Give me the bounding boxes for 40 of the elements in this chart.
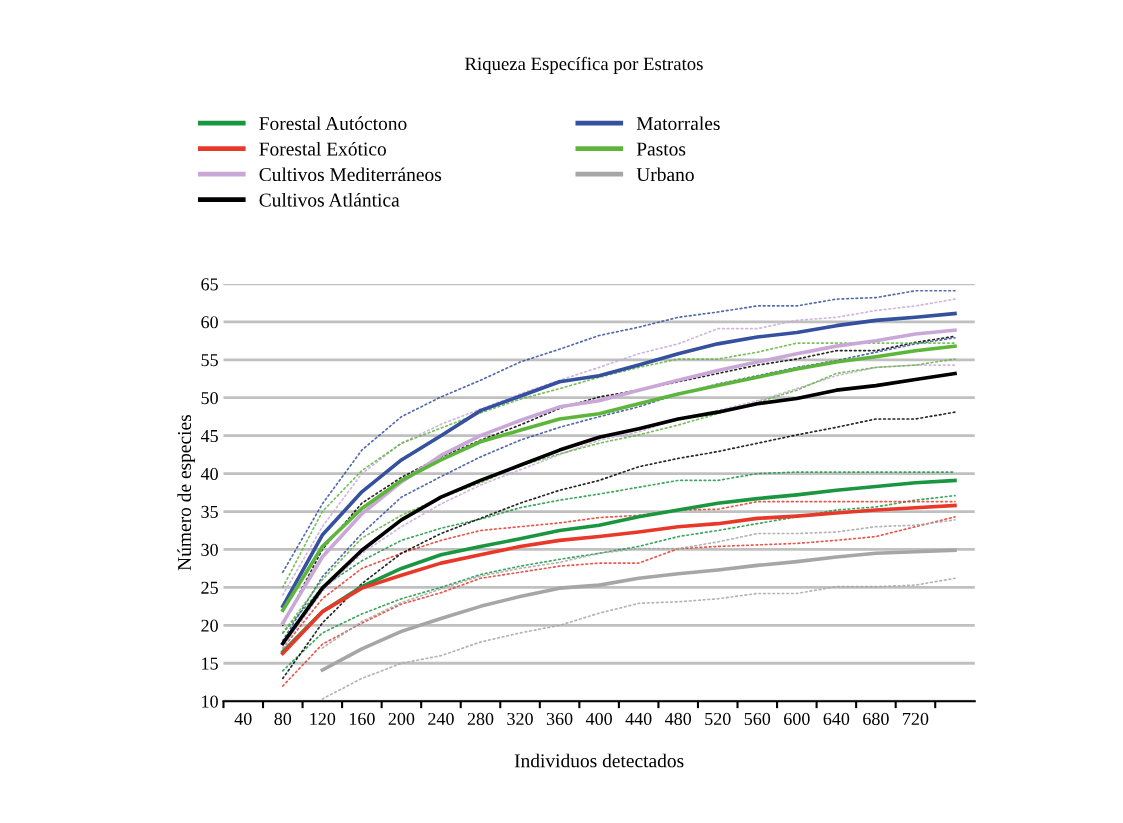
x-tick-label: 160 [349, 712, 375, 726]
x-tick-label: 720 [903, 712, 929, 726]
x-tick-label: 480 [665, 712, 692, 726]
x-axis-title: Individuos detectados [514, 753, 684, 768]
legend-label: Cultivos Atlántica [259, 192, 400, 207]
y-tick-label: 30 [201, 543, 218, 556]
x-tick-label: 280 [467, 712, 494, 726]
x-tick-label: 240 [428, 712, 454, 726]
y-tick-label: 60 [201, 316, 218, 329]
y-tick-label: 65 [201, 278, 218, 291]
chart-title: Riqueza Específica por Estratos [465, 56, 703, 74]
x-tick-label: 440 [625, 712, 652, 726]
x-tick-label: 560 [744, 712, 771, 726]
x-tick-label: 600 [784, 712, 810, 726]
legend-label: Forestal Autóctono [259, 116, 407, 131]
x-tick-label: 120 [310, 712, 336, 726]
x-tick-label: 680 [863, 712, 889, 726]
x-tick-label: 520 [705, 712, 731, 726]
y-tick-label: 40 [200, 467, 218, 481]
y-tick-label: 20 [201, 619, 218, 632]
y-axis-title: Número de especies [177, 414, 195, 571]
legend-label: Cultivos Mediterráneos [259, 167, 442, 182]
x-tick-label: 40 [234, 712, 252, 726]
y-tick-label: 10 [202, 695, 218, 708]
x-tick-label: 80 [274, 712, 292, 726]
y-tick-label: 50 [201, 391, 218, 405]
y-tick-label: 35 [201, 505, 218, 518]
legend-label: Urbano [636, 167, 694, 182]
x-tick-label: 400 [585, 712, 612, 726]
x-tick-label: 640 [823, 712, 850, 726]
legend-label: Pastos [636, 142, 686, 156]
x-tick-label: 360 [546, 712, 573, 726]
y-tick-label: 45 [200, 430, 218, 443]
y-tick-label: 55 [201, 354, 218, 367]
x-tick-label: 320 [507, 712, 533, 726]
y-tick-label: 25 [201, 581, 218, 594]
legend-label: Matorrales [636, 116, 720, 131]
legend-label: Forestal Exótico [259, 141, 386, 156]
y-tick-label: 15 [202, 657, 218, 670]
x-tick-label: 200 [388, 712, 415, 726]
